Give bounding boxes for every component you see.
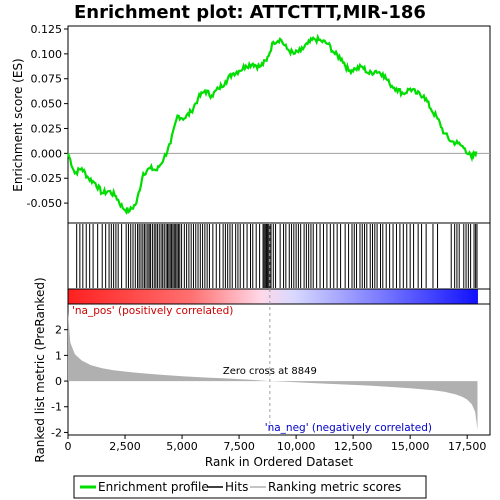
enrichment-profile-line: [66, 33, 478, 216]
metric-tick-label: 1: [55, 349, 62, 362]
rank-color-gradient: [68, 289, 478, 304]
es-tick-label: 0.025: [31, 122, 63, 135]
hits-panel: [67, 222, 491, 290]
legend-hits-label: Hits: [225, 480, 248, 494]
x-tick-label: 15,000: [391, 440, 430, 453]
positive-correlation-label: 'na_pos' (positively correlated): [72, 305, 233, 317]
zero-cross-label: Zero cross at 8849: [223, 366, 317, 377]
x-tick-label: 7,500: [223, 440, 255, 453]
x-tick-label: 2,500: [109, 440, 141, 453]
es-panel: [67, 25, 491, 224]
es-tick-label: 0.075: [31, 73, 63, 86]
es-tick-label: 0.125: [31, 23, 63, 36]
es-tick-label: -0.050: [27, 197, 62, 210]
x-axis-label: Rank in Ordered Dataset: [205, 455, 353, 469]
es-tick-label: 0.100: [31, 48, 63, 61]
x-tick-label: 10,000: [277, 440, 316, 453]
legend: Enrichment profile Hits Ranking metric s…: [73, 475, 427, 499]
legend-profile-label: Enrichment profile: [98, 480, 209, 494]
metric-tick-label: -2: [51, 426, 62, 439]
metric-axis-label: Ranked list metric (PreRanked): [33, 277, 47, 462]
chart-title: Enrichment plot: ATTCTTT,MIR-186: [74, 2, 426, 23]
x-tick-label: 0: [65, 440, 72, 453]
negative-correlation-label: 'na_neg' (negatively correlated): [265, 422, 432, 434]
metric-tick-label: -1: [51, 401, 62, 414]
metric-tick-label: 2: [55, 324, 62, 337]
legend-metric-label: Ranking metric scores: [268, 480, 401, 494]
es-tick-label: -0.025: [27, 172, 62, 185]
es-tick-label: 0.000: [31, 147, 63, 160]
x-tick-label: 12,500: [334, 440, 373, 453]
metric-tick-label: 0: [55, 375, 62, 388]
x-tick-label: 17,500: [448, 440, 487, 453]
es-tick-label: 0.050: [31, 98, 63, 111]
es-axis-label: Enrichment score (ES): [11, 58, 25, 191]
x-tick-label: 5,000: [166, 440, 198, 453]
